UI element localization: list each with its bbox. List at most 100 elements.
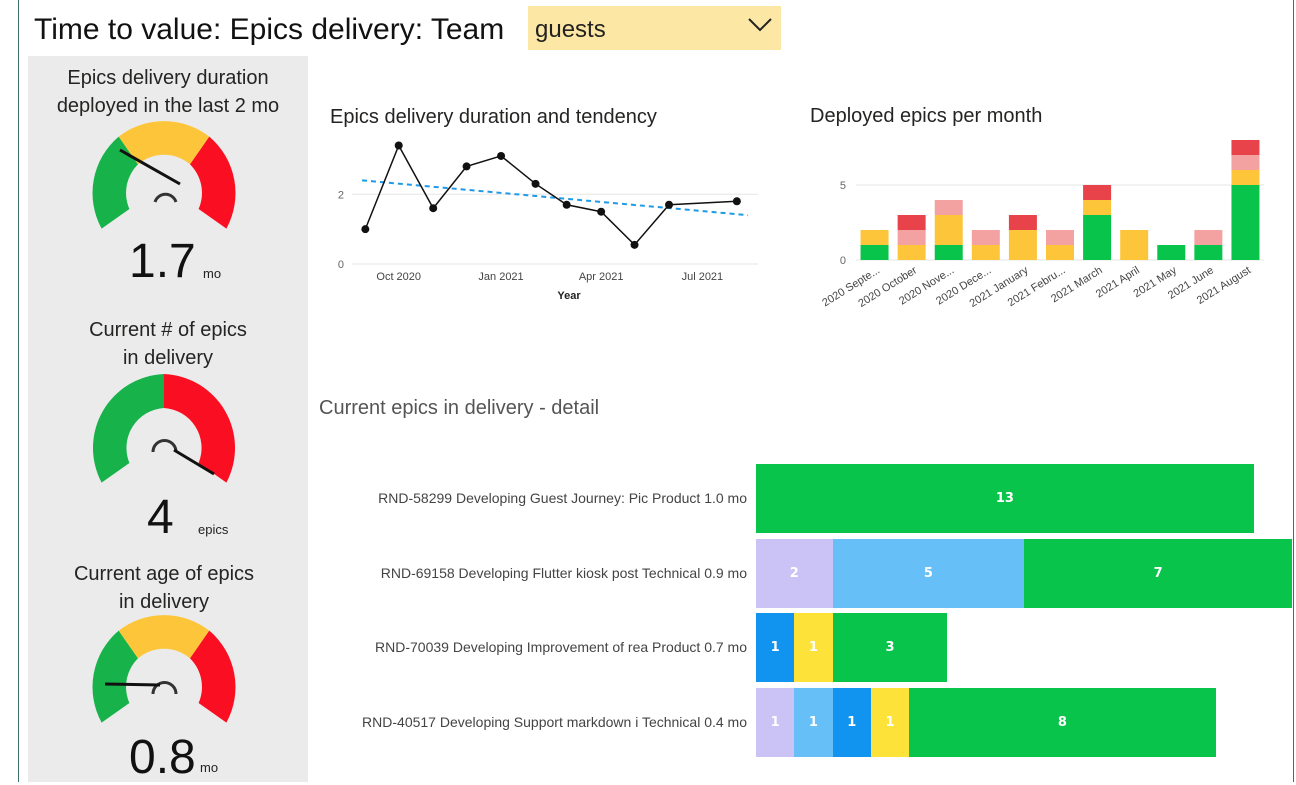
duration-line-chart: 0 2 Oct 2020 Jan 2021 Apr 2021 Jul 2021 Year [338,141,758,302]
data-point [630,240,639,249]
bar-segment [860,245,889,260]
data-point [394,141,403,150]
bar-segment [934,245,963,260]
detail-bar-segment: 7 [1024,539,1293,608]
line-chart-title: Epics delivery duration and tendency [330,106,657,128]
detail-row-label: RND-70039 Developing Improvement of rea … [375,638,747,655]
detail-bar-segment: 1 [832,688,871,757]
bar-segment [1083,185,1112,200]
bar-segment [971,245,1000,260]
data-point [732,197,741,206]
detail-bar-segment: 1 [870,688,910,757]
kpi-duration-title-line1: Epics delivery duration [67,67,269,89]
bar-segment [1231,140,1260,155]
x-tick-label: Apr 2021 [579,271,624,283]
bar-segment [1194,230,1223,245]
kpi-count-unit: epics [198,522,229,537]
x-tick-label: Oct 2020 [376,271,421,283]
gauge-hub [153,192,178,203]
bar-segment [1231,185,1260,260]
kpi-age-title: Current age of epics in delivery [24,560,304,616]
kpi-age-unit: mo [200,760,219,775]
y-tick-label: 0 [840,255,846,267]
gauge-green-segment [92,136,138,229]
bar-segment [1231,155,1260,170]
gauge-needle [173,448,215,476]
gauge-red-segment [190,630,236,723]
bar-segment [897,230,926,245]
detail-bar-segment: 13 [756,464,1254,533]
detail-bar-segment: 1 [794,613,833,682]
kpi-age-title-line2: in delivery [118,591,210,613]
frame-border-right [1293,0,1294,782]
bar-segment [1046,245,1074,260]
gauge-hub [151,681,178,695]
x-axis-label: Year [557,290,581,302]
detail-row-label: RND-40517 Developing Support markdown i … [362,713,747,730]
bar-segment [934,215,963,245]
bar-segment [897,245,926,260]
bar-segment [1008,230,1037,260]
duration-gauge [92,121,236,229]
data-point [562,200,571,209]
kpi-side-panel: Epics delivery duration deployed in the … [28,56,308,784]
gauge-red-segment [190,136,236,229]
kpi-count-value: 4 [147,491,174,544]
y-tick-label: 2 [338,189,344,201]
page-title: Time to value: Epics delivery: Team [34,13,505,46]
bar-segment [1157,245,1186,260]
kpi-duration-title-line2: deployed in the last 2 mo [56,95,280,117]
age-gauge [92,615,236,723]
detail-row-label: RND-58299 Developing Guest Journey: Pic … [378,489,747,506]
gauge-green-segment [92,374,164,483]
kpi-duration-unit: mo [203,266,222,281]
data-point [597,207,606,216]
detail-chart-title: Current epics in delivery - detail [319,397,600,419]
bar-chart-title: Deployed epics per month [810,105,1043,127]
bar-segment [1194,245,1223,260]
detail-bar-segment: 2 [756,539,833,608]
team-dropdown[interactable]: guests [528,6,781,50]
detail-bar-segment: 5 [832,539,1025,608]
count-gauge [92,374,236,483]
x-tick-label: Jul 2021 [682,271,724,283]
kpi-count-title-line1: Current # of epics [89,319,247,341]
data-point [531,179,540,188]
chevron-down-icon[interactable] [747,16,773,38]
gauge-green-segment [92,630,138,723]
frame-border-left [18,0,19,782]
y-tick-label: 0 [338,259,344,271]
gauge-needle [119,148,181,186]
kpi-duration-title: Epics delivery duration deployed in the … [28,64,308,120]
bar-segment [897,215,926,230]
kpi-age-title-line1: Current age of epics [73,563,255,585]
detail-bar-segment: 1 [756,613,795,682]
data-point [462,162,471,171]
bar-segment [934,200,963,215]
bar-segment [1083,215,1112,260]
gauge-hub [151,439,178,453]
bar-segment [1083,200,1112,215]
bar-segment [1120,230,1149,260]
detail-row-label: RND-69158 Developing Flutter kiosk post … [380,564,747,581]
x-tick-label: Jan 2021 [478,271,523,283]
detail-bar-segment: 1 [794,688,833,757]
detail-bar-segment: 1 [756,688,795,757]
gauge-amber-segment [118,121,210,165]
bar-segment [860,230,889,245]
gauge-red-segment [164,374,236,483]
data-point [497,151,506,160]
y-tick-label: 5 [840,180,846,192]
kpi-age-value: 0.8 [129,731,196,784]
bar-segment [971,230,1000,245]
series-line [364,143,737,246]
gauge-needle [104,682,161,687]
bar-segment [1231,170,1260,185]
data-point [361,225,370,234]
kpi-count-title-line2: in delivery [122,347,214,369]
kpi-duration-value: 1.7 [129,235,196,288]
team-dropdown-value: guests [535,16,606,43]
detail-bar-segment: 3 [832,613,948,682]
data-point [665,200,674,209]
